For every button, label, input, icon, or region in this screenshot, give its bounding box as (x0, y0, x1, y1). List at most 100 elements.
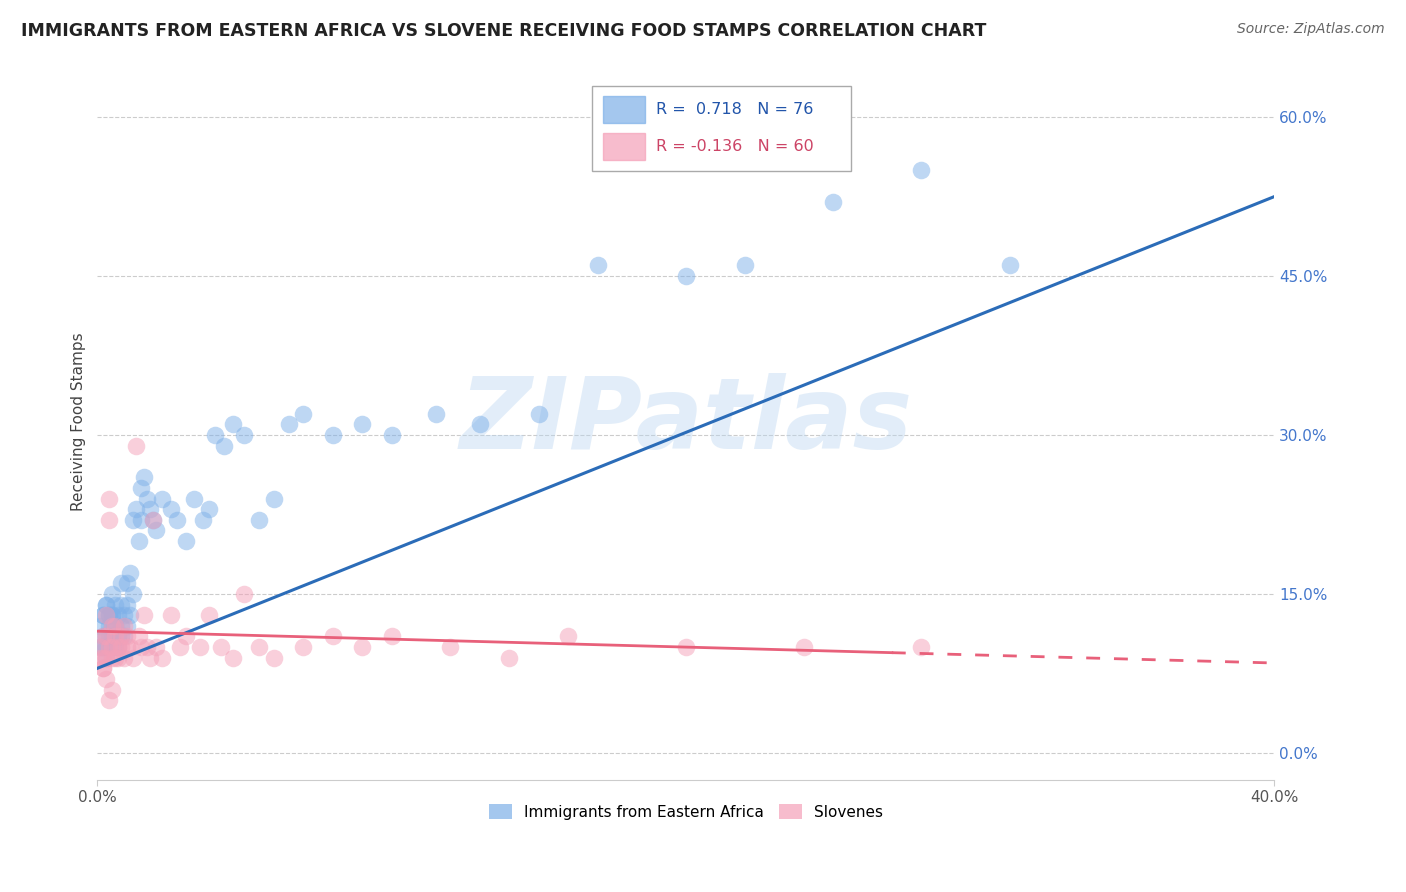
Point (101, 619, 124, 633)
FancyBboxPatch shape (592, 86, 851, 171)
Point (104, 619, 127, 633)
Point (98, 630, 121, 644)
Point (121, 513, 143, 527)
Point (263, 491, 285, 506)
Point (292, 640, 315, 654)
Point (112, 608, 135, 623)
Point (89, 619, 111, 633)
Point (101, 608, 124, 623)
Point (98, 513, 121, 527)
Point (98, 640, 121, 654)
Point (112, 650, 135, 665)
Point (128, 534, 150, 549)
Point (222, 417, 245, 432)
Point (91, 661, 114, 675)
Point (124, 439, 146, 453)
Point (110, 630, 132, 644)
Point (821, 194, 844, 209)
Y-axis label: Receiving Food Stamps: Receiving Food Stamps (72, 333, 86, 511)
Point (101, 682, 124, 697)
Point (174, 534, 197, 549)
Point (142, 513, 165, 527)
Point (166, 513, 188, 527)
Point (104, 598, 127, 612)
Point (107, 608, 129, 623)
Point (193, 513, 215, 527)
Point (145, 640, 167, 654)
Point (136, 491, 159, 506)
FancyBboxPatch shape (603, 133, 645, 160)
Point (104, 650, 127, 665)
Point (91, 630, 114, 644)
Point (101, 587, 124, 601)
Point (121, 587, 143, 601)
Point (439, 640, 461, 654)
Text: ZIPatlas: ZIPatlas (460, 374, 912, 470)
Point (322, 630, 344, 644)
Point (675, 640, 697, 654)
Point (198, 608, 221, 623)
Point (110, 630, 132, 644)
Point (115, 598, 138, 612)
Point (150, 650, 173, 665)
Point (98, 608, 121, 623)
Point (998, 259, 1021, 273)
Point (89, 650, 111, 665)
Point (115, 630, 138, 644)
Point (91, 650, 114, 665)
Point (139, 502, 162, 516)
Point (793, 640, 815, 654)
Point (150, 491, 173, 506)
Point (128, 630, 150, 644)
Point (101, 650, 124, 665)
Point (468, 417, 491, 432)
Point (112, 619, 135, 633)
Point (115, 640, 138, 654)
Point (160, 608, 183, 623)
Point (115, 576, 138, 591)
Point (107, 640, 129, 654)
Point (136, 640, 159, 654)
Point (139, 650, 162, 665)
Point (91, 640, 114, 654)
Point (101, 608, 124, 623)
Point (247, 640, 270, 654)
Point (527, 407, 550, 421)
Point (96, 650, 118, 665)
Point (91, 630, 114, 644)
Point (183, 491, 205, 506)
Point (101, 640, 124, 654)
Point (212, 439, 235, 453)
Point (675, 268, 697, 283)
Point (107, 640, 129, 654)
Point (107, 650, 129, 665)
Point (104, 619, 127, 633)
Point (101, 630, 124, 644)
Point (352, 640, 374, 654)
Point (98, 619, 121, 633)
Point (91, 608, 114, 623)
Text: R =  0.718   N = 76: R = 0.718 N = 76 (657, 103, 814, 118)
Point (292, 407, 315, 421)
Point (118, 640, 141, 654)
Point (98, 608, 121, 623)
Point (110, 640, 132, 654)
FancyBboxPatch shape (603, 96, 645, 123)
Point (134, 470, 156, 484)
Point (381, 428, 404, 442)
Point (381, 630, 404, 644)
Point (425, 407, 447, 421)
Point (160, 502, 183, 516)
Text: R = -0.136   N = 60: R = -0.136 N = 60 (657, 139, 814, 153)
Point (247, 513, 270, 527)
Point (96, 608, 118, 623)
Point (124, 502, 146, 516)
Point (101, 619, 124, 633)
Point (557, 630, 579, 644)
Point (145, 524, 167, 538)
Point (118, 566, 141, 580)
Point (277, 417, 299, 432)
Legend: Immigrants from Eastern Africa, Slovenes: Immigrants from Eastern Africa, Slovenes (482, 797, 889, 826)
Point (131, 640, 153, 654)
Point (107, 630, 129, 644)
